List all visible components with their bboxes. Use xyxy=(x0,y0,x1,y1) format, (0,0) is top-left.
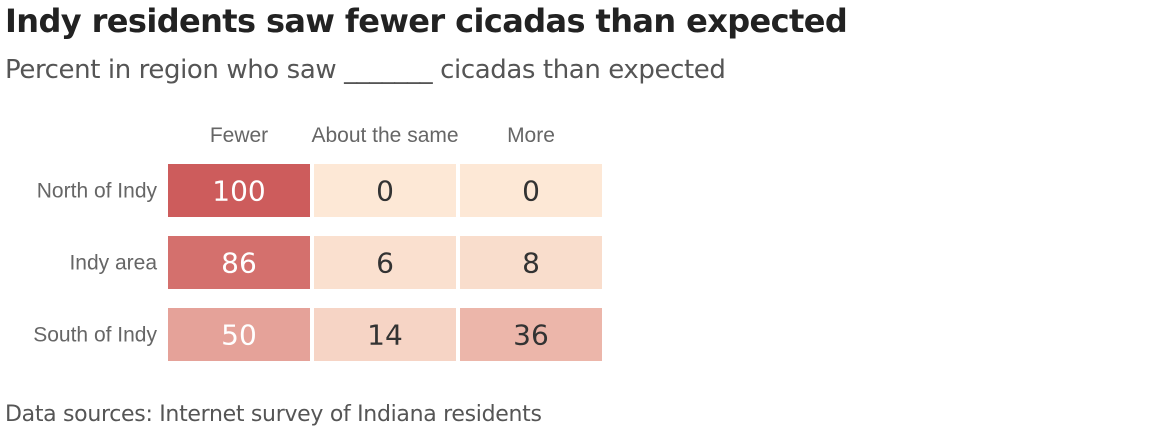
heatmap-chart: Fewer About the same More North of Indy 100 0… xyxy=(33,124,602,361)
data-source-note: Data sources: Internet survey of Indiana… xyxy=(5,402,542,427)
cell-value-south-of-indy-more: 36 xyxy=(513,319,549,352)
cell-value-indy-area-about-the-same: 6 xyxy=(376,247,394,280)
cell-value-north-of-indy-more: 0 xyxy=(522,175,540,208)
column-header-fewer: Fewer xyxy=(210,124,268,147)
column-header-more: More xyxy=(507,124,555,147)
heatmap-cell-south-of-indy-more xyxy=(460,308,602,361)
cell-value-south-of-indy-about-the-same: 14 xyxy=(367,319,403,352)
row-label-south-of-indy: South of Indy xyxy=(33,324,157,347)
column-header-about-the-same: About the same xyxy=(311,124,458,147)
chart-title: Indy residents saw fewer cicadas than ex… xyxy=(5,2,848,40)
cell-value-indy-area-fewer: 86 xyxy=(221,247,257,280)
chart-subtitle: Percent in region who saw _______ cicada… xyxy=(5,55,726,85)
heatmap-cell-north-of-indy-about-the-same xyxy=(314,164,456,217)
heatmap-cell-south-of-indy-fewer xyxy=(168,308,310,361)
heatmap-cell-indy-area-fewer xyxy=(168,236,310,289)
row-label-indy-area: Indy area xyxy=(69,252,157,275)
row-label-north-of-indy: North of Indy xyxy=(37,180,158,203)
cell-value-south-of-indy-fewer: 50 xyxy=(221,319,257,352)
cell-value-north-of-indy-about-the-same: 0 xyxy=(376,175,394,208)
cell-value-north-of-indy-fewer: 100 xyxy=(212,175,265,208)
heatmap-cell-south-of-indy-about-the-same xyxy=(314,308,456,361)
cell-value-indy-area-more: 8 xyxy=(522,247,540,280)
heatmap-cell-north-of-indy-fewer xyxy=(168,164,310,217)
heatmap-cell-north-of-indy-more xyxy=(460,164,602,217)
heatmap-cell-indy-area-about-the-same xyxy=(314,236,456,289)
heatmap-cell-indy-area-more xyxy=(460,236,602,289)
